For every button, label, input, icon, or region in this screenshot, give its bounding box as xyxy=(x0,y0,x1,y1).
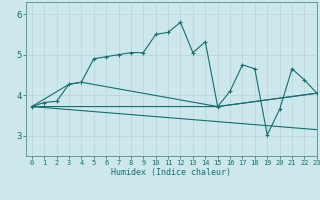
X-axis label: Humidex (Indice chaleur): Humidex (Indice chaleur) xyxy=(111,168,231,177)
